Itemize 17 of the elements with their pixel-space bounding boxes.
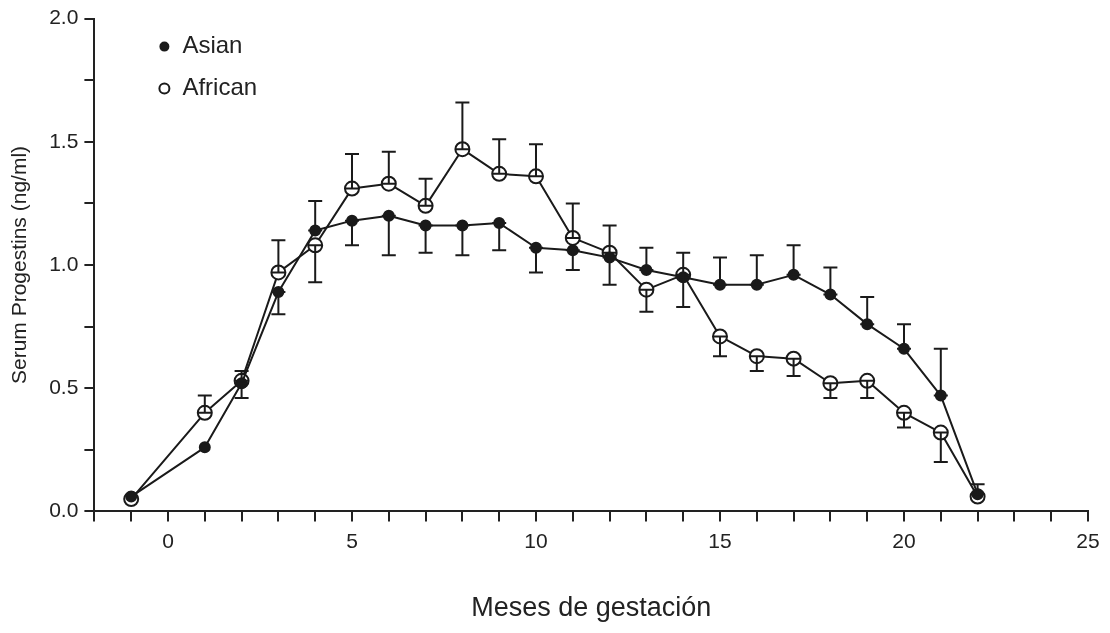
x-tick-label: 15 <box>708 528 732 552</box>
point <box>125 490 138 503</box>
x-tick-label: 20 <box>892 528 916 552</box>
y-tick-label: 0.0 <box>49 498 79 522</box>
legend-label: African <box>182 73 258 101</box>
x-tick-label: 0 <box>162 528 174 552</box>
x-axis-title: Meses de gestación <box>471 592 712 623</box>
y-tick-label: 0.5 <box>49 375 79 398</box>
y-tick-label: 1.0 <box>49 251 79 275</box>
legend-label: Asian <box>182 31 243 59</box>
x-tick-label: 5 <box>346 528 358 552</box>
x-tick-label: 10 <box>524 528 548 552</box>
y-axis-title: Serum Progestins (ng/ml) <box>7 145 31 385</box>
y-tick-label: 1.5 <box>49 128 79 152</box>
point <box>198 441 211 454</box>
x-tick-label: 25 <box>1076 528 1100 552</box>
y-tick-label: 2.0 <box>49 5 79 29</box>
